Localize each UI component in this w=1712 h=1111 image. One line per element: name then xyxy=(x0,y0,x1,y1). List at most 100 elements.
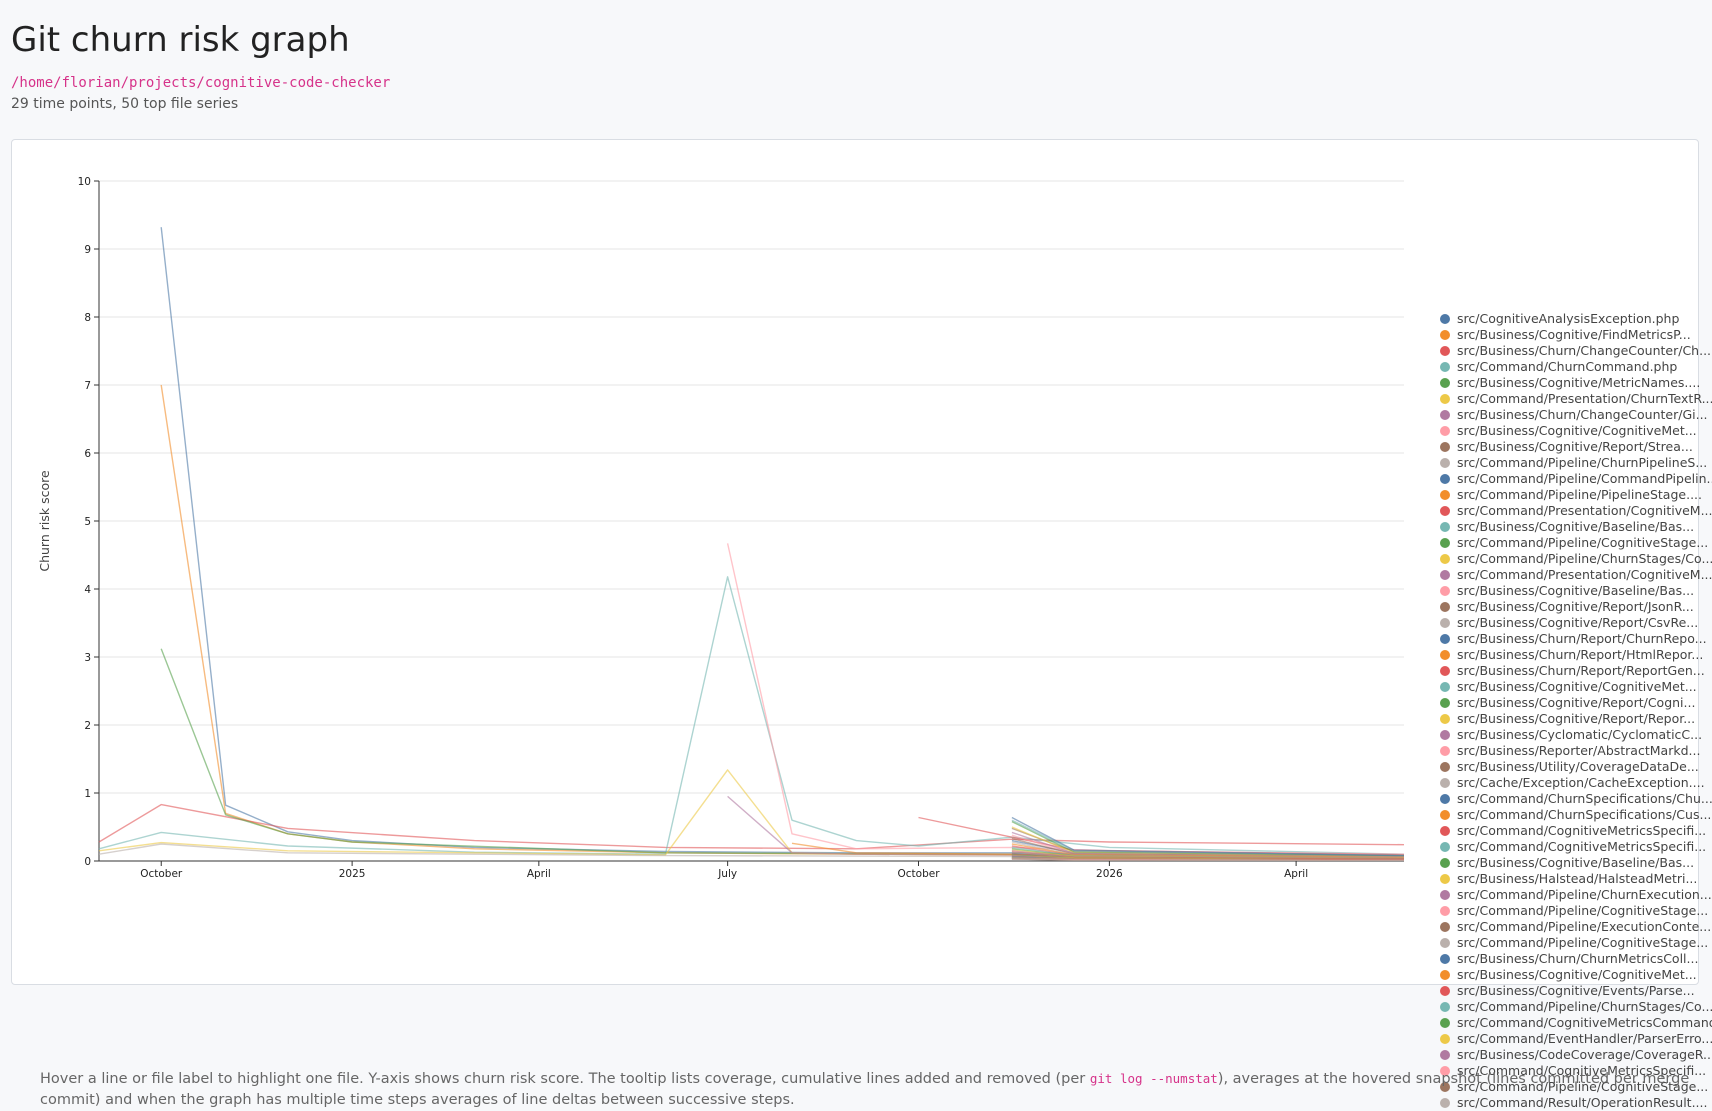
series-line[interactable] xyxy=(98,843,1405,859)
legend-item[interactable]: src/Command/Pipeline/ChurnStages/Co... xyxy=(1440,999,1712,1015)
legend-item[interactable]: src/Business/Churn/Report/ChurnRepo... xyxy=(1440,631,1712,647)
legend-item[interactable]: src/Command/Pipeline/ChurnPipelineS... xyxy=(1440,455,1712,471)
legend-item[interactable]: src/Business/Churn/Report/HtmlRepor... xyxy=(1440,647,1712,663)
legend-swatch xyxy=(1440,1002,1450,1012)
legend-item[interactable]: src/Command/Pipeline/ChurnStages/Co... xyxy=(1440,551,1712,567)
legend-item[interactable]: src/Command/CognitiveMetricsCommand... xyxy=(1440,1015,1712,1031)
legend-item[interactable]: src/Business/Cognitive/Baseline/Bas... xyxy=(1440,855,1712,871)
legend-label: src/Business/Cognitive/MetricNames.... xyxy=(1457,375,1701,390)
legend-item[interactable]: src/Business/Cognitive/Report/Repor... xyxy=(1440,711,1712,727)
legend-item[interactable]: src/Business/Churn/Report/ReportGen... xyxy=(1440,663,1712,679)
legend-item[interactable]: src/Business/Cognitive/CognitiveMet... xyxy=(1440,423,1712,439)
legend-swatch xyxy=(1440,618,1450,628)
legend-item[interactable]: src/Command/Pipeline/ChurnExecution... xyxy=(1440,887,1712,903)
legend-swatch xyxy=(1440,730,1450,740)
legend-item[interactable]: src/Business/Cognitive/Report/Cogni... xyxy=(1440,695,1712,711)
series-summary: 29 time points, 50 top file series xyxy=(11,96,239,112)
legend-swatch xyxy=(1440,810,1450,820)
legend-swatch xyxy=(1440,1018,1450,1028)
legend-swatch xyxy=(1440,426,1450,436)
legend-item[interactable]: src/Business/Cognitive/Report/CsvRe... xyxy=(1440,615,1712,631)
legend-label: src/Business/Cognitive/Report/CsvRe... xyxy=(1457,615,1699,630)
legend-label: src/Command/Presentation/CognitiveM... xyxy=(1457,567,1712,582)
legend-item[interactable]: src/Command/Pipeline/CommandPipelin... xyxy=(1440,471,1712,487)
page-title: Git churn risk graph xyxy=(11,20,350,60)
legend-item[interactable]: src/Command/Presentation/ChurnTextR... xyxy=(1440,391,1712,407)
legend-item[interactable]: src/Command/ChurnSpecifications/Cus... xyxy=(1440,807,1712,823)
legend-item[interactable]: src/CognitiveAnalysisException.php xyxy=(1440,311,1712,327)
legend-label: src/Command/Pipeline/ChurnExecution... xyxy=(1457,887,1712,902)
legend-item[interactable]: src/Command/ChurnCommand.php xyxy=(1440,359,1712,375)
legend-swatch xyxy=(1440,922,1450,932)
legend-swatch xyxy=(1440,458,1450,468)
series-line[interactable] xyxy=(98,576,1405,855)
series-line[interactable] xyxy=(726,543,1405,855)
legend-label: src/Business/Cognitive/CognitiveMet... xyxy=(1457,967,1697,982)
legend-label: src/Business/Cognitive/Baseline/Bas... xyxy=(1457,519,1695,534)
churn-risk-chart[interactable]: 0 1 2 3 4 5 6 7 8 9 10 October 2025 April July October 2… xyxy=(12,140,1700,986)
legend-item[interactable]: src/Business/Cyclomatic/CyclomaticC... xyxy=(1440,727,1712,743)
legend-swatch xyxy=(1440,554,1450,564)
legend-item[interactable]: src/Command/Presentation/CognitiveM... xyxy=(1440,567,1712,583)
legend-label: src/Command/Pipeline/ChurnStages/Co... xyxy=(1457,999,1712,1014)
legend-label: src/Business/Churn/ChangeCounter/Gi... xyxy=(1457,407,1708,422)
legend-item[interactable]: src/Command/CognitiveMetricsSpecifi... xyxy=(1440,839,1712,855)
legend-item[interactable]: src/Business/Cognitive/Events/Parse... xyxy=(1440,983,1712,999)
legend-item[interactable]: src/Business/Utility/CoverageDataDe... xyxy=(1440,759,1712,775)
legend-swatch xyxy=(1440,490,1450,500)
legend-item[interactable]: src/Cache/Exception/CacheException.... xyxy=(1440,775,1712,791)
series-line[interactable] xyxy=(160,227,1405,857)
legend-swatch xyxy=(1440,938,1450,948)
legend-label: src/Business/Cognitive/CognitiveMet... xyxy=(1457,423,1697,438)
legend-item[interactable]: src/Command/CognitiveMetricsSpecifi... xyxy=(1440,823,1712,839)
legend-swatch xyxy=(1440,666,1450,676)
legend-item[interactable]: src/Business/Cognitive/MetricNames.... xyxy=(1440,375,1712,391)
legend-label: src/Business/Cognitive/Report/Strea... xyxy=(1457,439,1693,454)
legend-item[interactable]: src/Business/CodeCoverage/CoverageR... xyxy=(1440,1047,1712,1063)
legend-item[interactable]: src/Business/Cognitive/CognitiveMet... xyxy=(1440,967,1712,983)
legend-item[interactable]: src/Command/ChurnSpecifications/Chu... xyxy=(1440,791,1712,807)
legend-swatch xyxy=(1440,522,1450,532)
legend-item[interactable]: src/Business/Churn/ChangeCounter/Ch... xyxy=(1440,343,1712,359)
legend-label: src/Business/Churn/Report/ChurnRepo... xyxy=(1457,631,1707,646)
legend-item[interactable]: src/Command/Pipeline/ExecutionConte... xyxy=(1440,919,1712,935)
legend-swatch xyxy=(1440,842,1450,852)
legend-item[interactable]: src/Command/Pipeline/CognitiveStage... xyxy=(1440,535,1712,551)
legend-swatch xyxy=(1440,826,1450,836)
legend-swatch xyxy=(1440,602,1450,612)
legend-label: src/Command/Pipeline/CognitiveStage... xyxy=(1457,903,1709,918)
legend-item[interactable]: src/Business/Churn/ChangeCounter/Gi... xyxy=(1440,407,1712,423)
note-code: git log --numstat xyxy=(1089,1071,1218,1086)
series-line[interactable] xyxy=(1011,858,1404,861)
series-line[interactable] xyxy=(160,648,1405,857)
legend-item[interactable]: src/Command/Pipeline/CognitiveStage... xyxy=(1440,903,1712,919)
legend-item[interactable]: src/Business/Cognitive/Report/Strea... xyxy=(1440,439,1712,455)
legend-label: src/Business/Cognitive/Report/JsonR... xyxy=(1457,599,1694,614)
series-line[interactable] xyxy=(1011,816,1405,857)
legend-item[interactable]: src/Command/Presentation/CognitiveM... xyxy=(1440,503,1712,519)
legend-item[interactable]: src/Business/Reporter/AbstractMarkd... xyxy=(1440,743,1712,759)
legend-label: src/Command/Pipeline/CognitiveStage... xyxy=(1457,935,1709,950)
legend-item[interactable]: src/Business/Cognitive/FindMetricsP... xyxy=(1440,327,1712,343)
series-line[interactable] xyxy=(98,769,1405,858)
y-tick-label: 5 xyxy=(84,516,91,528)
legend-label: src/Business/Cognitive/Baseline/Bas... xyxy=(1457,583,1695,598)
legend-label: src/Business/CodeCoverage/CoverageR... xyxy=(1457,1047,1712,1062)
legend-item[interactable]: src/Business/Cognitive/Baseline/Bas... xyxy=(1440,519,1712,535)
y-tick-label: 7 xyxy=(84,380,91,392)
legend-item[interactable]: src/Command/Pipeline/PipelineStage.... xyxy=(1440,487,1712,503)
legend-item[interactable]: src/Business/Halstead/HalsteadMetri... xyxy=(1440,871,1712,887)
legend-item[interactable]: src/Business/Cognitive/Baseline/Bas... xyxy=(1440,583,1712,599)
legend-swatch xyxy=(1440,442,1450,452)
note-text-start: Hover a line or file label to highlight … xyxy=(40,1071,1090,1087)
legend-item[interactable]: src/Business/Cognitive/Report/JsonR... xyxy=(1440,599,1712,615)
x-tick-label: October xyxy=(897,868,940,880)
legend-swatch xyxy=(1440,330,1450,340)
series-line[interactable] xyxy=(98,803,1405,850)
legend-swatch xyxy=(1440,1050,1450,1060)
legend-item[interactable]: src/Command/Pipeline/CognitiveStage... xyxy=(1440,935,1712,951)
legend-item[interactable]: src/Business/Churn/ChurnMetricsColl... xyxy=(1440,951,1712,967)
legend-swatch xyxy=(1440,794,1450,804)
legend-item[interactable]: src/Command/EventHandler/ParserErro... xyxy=(1440,1031,1712,1047)
legend-item[interactable]: src/Business/Cognitive/CognitiveMet... xyxy=(1440,679,1712,695)
